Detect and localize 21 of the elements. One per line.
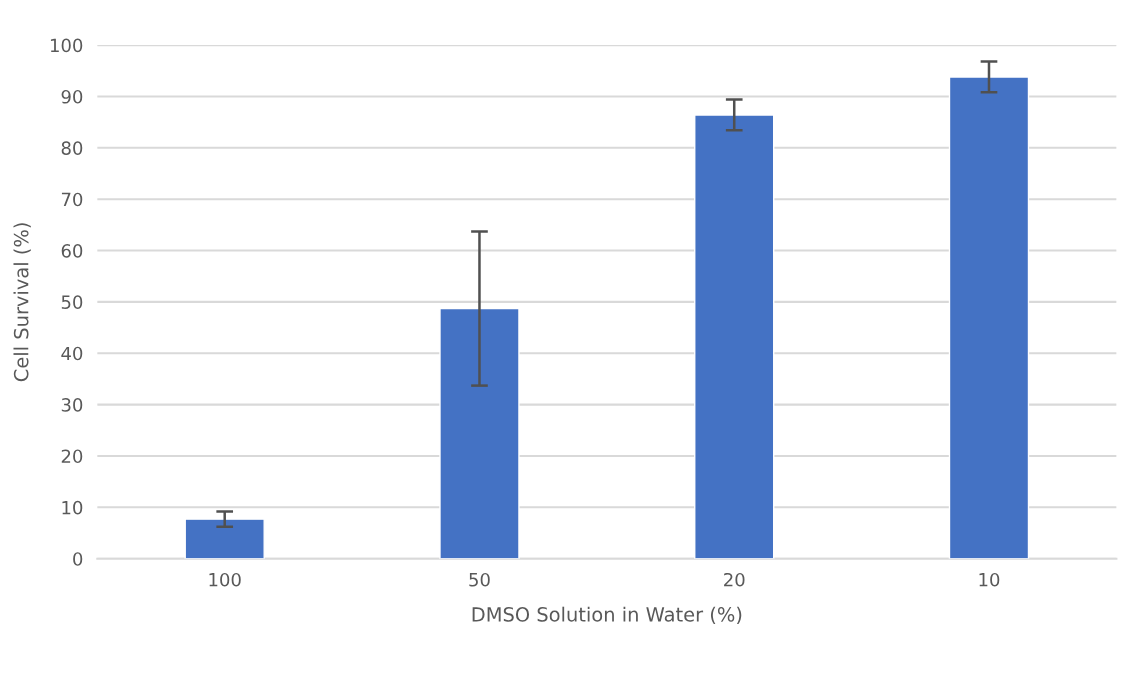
y-tick-label: 30 (61, 398, 83, 412)
y-tick-label: 100 (50, 38, 83, 53)
y-tick-label: 20 (61, 449, 83, 464)
y-tick-label: 70 (61, 192, 83, 207)
bar (694, 114, 775, 559)
x-tick-label: 50 (469, 572, 490, 587)
y-tick-label: 0 (73, 552, 83, 566)
y-tick-label: 10 (62, 500, 83, 515)
x-axis-title: DMSO Solution in Water (%) (472, 606, 742, 625)
y-tick-label: 90 (61, 89, 83, 104)
x-tick-label: 10 (979, 572, 1000, 587)
y-tick-label: 40 (61, 346, 83, 361)
bar (439, 307, 520, 559)
y-tick-label: 60 (61, 243, 83, 258)
bar (184, 518, 265, 559)
x-tick-label: 20 (724, 572, 745, 587)
y-axis-title: Cell Survival (%) (13, 223, 31, 382)
y-tick-label: 50 (61, 295, 83, 310)
bar (948, 76, 1030, 559)
x-tick-label: 100 (209, 572, 241, 587)
y-tick-label: 80 (61, 141, 83, 155)
